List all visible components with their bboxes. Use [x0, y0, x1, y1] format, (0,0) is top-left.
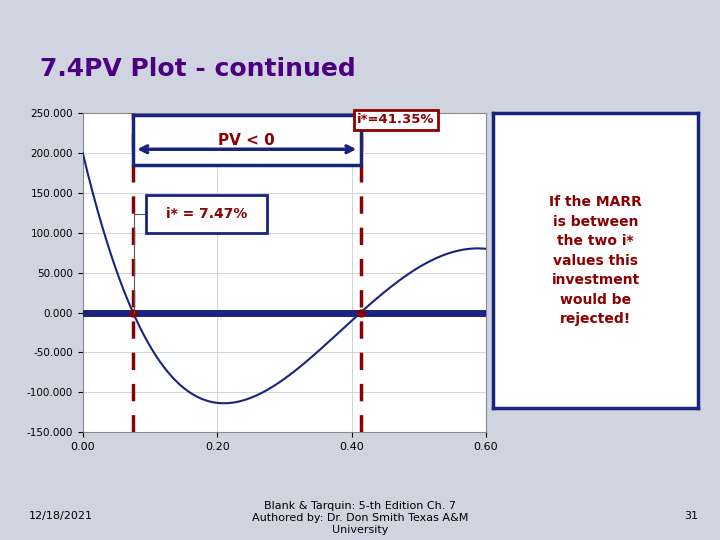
Text: i*=41.35%: i*=41.35% [357, 113, 435, 126]
Text: Blank & Tarquin: 5-th Edition Ch. 7
Authored by: Dr. Don Smith Texas A&M
Univers: Blank & Tarquin: 5-th Edition Ch. 7 Auth… [252, 502, 468, 535]
Text: 31: 31 [685, 511, 698, 521]
Text: If the MARR
is between
the two i*
values this
investment
would be
rejected!: If the MARR is between the two i* values… [549, 195, 642, 326]
Text: 12/18/2021: 12/18/2021 [29, 511, 93, 521]
Bar [146, 194, 267, 233]
Text: i* = 7.47%: i* = 7.47% [166, 207, 248, 221]
Text: PV < 0: PV < 0 [218, 133, 275, 147]
Text: 7.4PV Plot - continued: 7.4PV Plot - continued [40, 57, 356, 80]
Bar [133, 115, 361, 165]
